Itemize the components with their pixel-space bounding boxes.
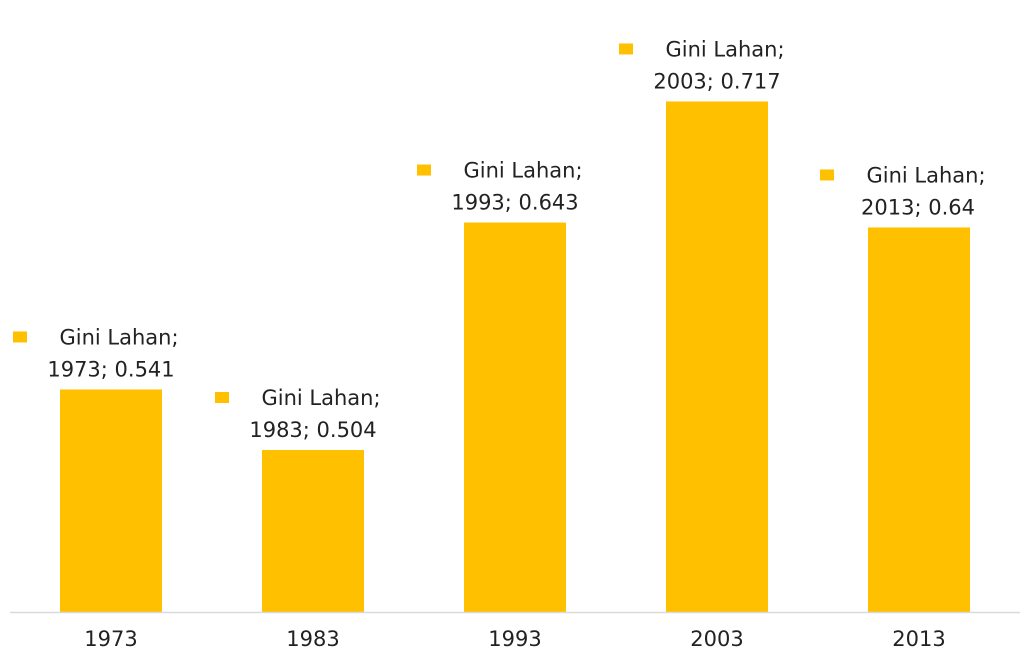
bar-1983 (262, 450, 364, 612)
bar-2003 (666, 101, 768, 613)
x-tick-labels: 1973 1983 1993 2003 2013 (84, 627, 945, 651)
data-label-line2: 1993; 0.643 (451, 191, 578, 215)
data-label-line2: 2013; 0.64 (861, 195, 975, 219)
data-label-line1: Gini Lahan; (866, 163, 985, 187)
data-label-line1: Gini Lahan; (463, 159, 582, 183)
bar-1993 (464, 222, 566, 612)
data-label-1983: Gini Lahan; 1983; 0.504 (215, 386, 381, 442)
x-tick-label-2013: 2013 (892, 627, 945, 651)
data-label-line2: 2003; 0.717 (653, 69, 780, 93)
data-label-line2: 1973; 0.541 (47, 357, 174, 381)
data-label-line2: 1983; 0.504 (249, 418, 376, 442)
bar-2013 (868, 227, 970, 613)
x-tick-label-2003: 2003 (690, 627, 743, 651)
data-label-1973: Gini Lahan; 1973; 0.541 (13, 325, 179, 381)
legend-key-icon (13, 331, 27, 343)
x-tick-label-1983: 1983 (286, 627, 339, 651)
data-label-line1: Gini Lahan; (59, 325, 178, 349)
data-label-2003: Gini Lahan; 2003; 0.717 (619, 37, 785, 93)
bars-group (60, 101, 970, 613)
data-labels: Gini Lahan; 1973; 0.541 Gini Lahan; 1983; 0… (13, 37, 986, 442)
x-tick-label-1993: 1993 (488, 627, 541, 651)
x-tick-label-1973: 1973 (84, 627, 137, 651)
legend-key-icon (417, 164, 431, 176)
data-label-line1: Gini Lahan; (665, 37, 784, 61)
data-label-2013: Gini Lahan; 2013; 0.64 (820, 163, 986, 219)
legend-key-icon (215, 392, 229, 403)
legend-key-icon (820, 169, 834, 181)
data-label-line1: Gini Lahan; (261, 386, 380, 410)
legend-key-icon (619, 43, 633, 55)
data-label-1993: Gini Lahan; 1993; 0.643 (417, 159, 583, 215)
bar-1973 (60, 389, 162, 612)
